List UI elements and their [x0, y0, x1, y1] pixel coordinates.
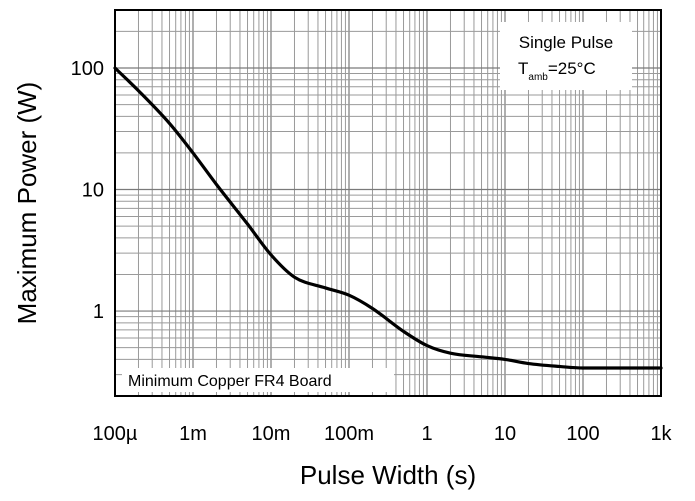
x-tick-label: 1k	[650, 423, 672, 445]
x-tick-label: 100m	[324, 423, 374, 445]
y-tick-label: 10	[82, 180, 104, 202]
x-tick-label: 1m	[179, 423, 207, 445]
annotation-temperature: =25°C	[548, 59, 596, 78]
annotation-line2: Tamb=25°C	[518, 59, 596, 83]
annotation-subscript: amb	[528, 72, 548, 83]
curve-layer	[113, 66, 663, 370]
board-annotation: Minimum Copper FR4 Board	[122, 368, 394, 392]
x-tick-label: 10	[494, 423, 516, 445]
y-tick-labels: 1 10 100	[71, 58, 104, 323]
annotation-t: T	[518, 59, 528, 78]
x-tick-label: 100µ	[93, 423, 138, 445]
x-tick-labels: 100µ 1m 10m 100m 1 10 100 1k	[93, 423, 673, 445]
annotation-line1: Single Pulse	[519, 33, 614, 52]
grid-layer	[114, 9, 662, 397]
x-tick-label: 100	[566, 423, 599, 445]
y-tick-label: 100	[71, 58, 104, 80]
y-axis-title: Maximum Power (W)	[12, 82, 42, 325]
board-annotation-text: Minimum Copper FR4 Board	[128, 373, 332, 390]
x-tick-label: 1	[421, 423, 432, 445]
x-tick-label: 10m	[252, 423, 291, 445]
plot-frame	[114, 9, 662, 397]
annotation-box-background	[500, 22, 632, 90]
x-axis-title: Pulse Width (s)	[300, 460, 476, 490]
series-curve	[113, 66, 663, 370]
annotation-box: Single Pulse Tamb=25°C	[500, 22, 632, 90]
y-tick-label: 1	[93, 301, 104, 323]
board-annotation-background	[122, 368, 394, 392]
